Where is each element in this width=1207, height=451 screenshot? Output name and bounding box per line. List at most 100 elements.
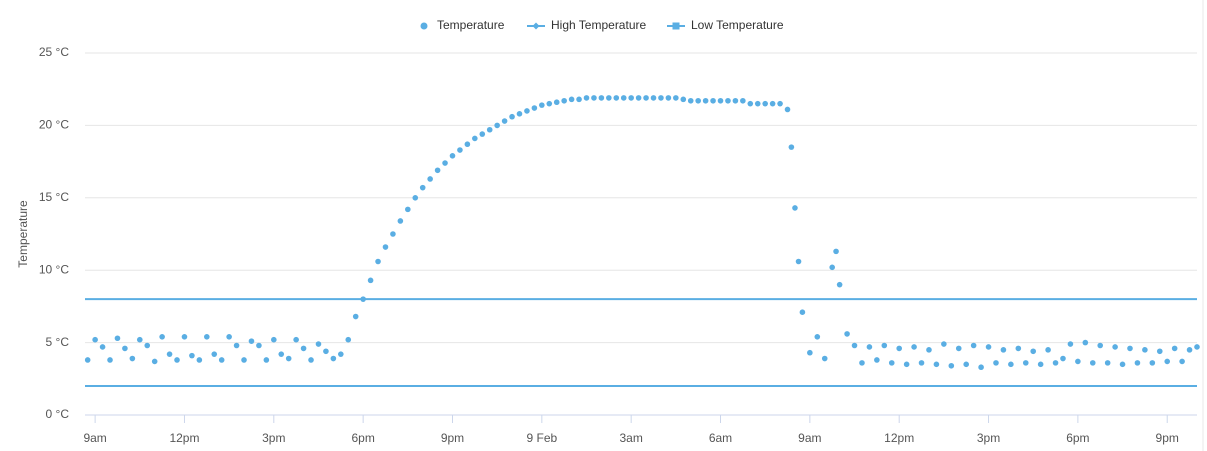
data-point (821, 355, 828, 362)
data-point (933, 361, 940, 368)
data-point (717, 97, 724, 104)
legend-label: Temperature (437, 18, 505, 32)
legend-marker (420, 22, 428, 30)
data-point (1149, 360, 1156, 366)
y-tick-label: 0 °C (46, 407, 70, 421)
data-point (204, 334, 210, 340)
data-point (442, 160, 448, 166)
data-point (166, 351, 173, 357)
data-point (993, 360, 999, 366)
data-point (941, 341, 947, 347)
data-point (1194, 344, 1200, 350)
data-point (1052, 360, 1059, 366)
data-point (643, 95, 649, 101)
data-point (1015, 345, 1022, 352)
data-point (680, 96, 687, 103)
data-point (323, 348, 329, 355)
data-point (1022, 360, 1029, 366)
data-point (278, 351, 285, 357)
data-point (1045, 347, 1051, 353)
data-point (330, 355, 337, 362)
data-point (844, 331, 850, 337)
data-point (256, 342, 262, 349)
x-tick-label: 6pm (1066, 431, 1089, 445)
legend-label: Low Temperature (691, 18, 784, 32)
data-point (382, 244, 389, 250)
data-point (122, 345, 128, 352)
data-point (591, 95, 597, 101)
data-point (99, 344, 106, 350)
data-point (613, 95, 620, 101)
data-point (271, 336, 277, 343)
data-point (345, 336, 352, 343)
data-point (807, 349, 813, 356)
data-point (1127, 345, 1133, 352)
data-point (390, 231, 396, 237)
data-point (114, 335, 121, 342)
x-tick-label: 3pm (262, 431, 285, 445)
data-point (702, 97, 709, 104)
data-point (419, 184, 426, 191)
data-point (233, 342, 240, 349)
data-point (777, 100, 783, 107)
data-point (911, 344, 917, 350)
data-point (196, 357, 203, 363)
data-point (903, 361, 910, 368)
data-point (1179, 358, 1185, 365)
legend-label: High Temperature (551, 18, 646, 32)
data-point (792, 205, 798, 211)
data-point (174, 357, 180, 363)
data-point (710, 97, 716, 104)
data-point (1067, 341, 1074, 347)
y-tick-label: 15 °C (39, 190, 69, 204)
data-point (795, 258, 802, 265)
data-point (799, 309, 806, 315)
data-point (181, 334, 188, 340)
data-point (434, 167, 441, 174)
data-point (427, 176, 433, 182)
data-point (1171, 345, 1178, 352)
data-point (129, 355, 136, 362)
data-point (479, 131, 486, 137)
data-point (248, 338, 255, 344)
data-point (1037, 361, 1044, 368)
data-point (650, 95, 657, 101)
data-point (308, 357, 314, 363)
data-point (84, 357, 91, 363)
data-point (673, 95, 679, 101)
data-point (754, 100, 761, 107)
data-point (107, 357, 113, 363)
data-point (352, 313, 359, 320)
data-point (851, 342, 858, 349)
x-tick-label: 12pm (169, 431, 199, 445)
data-point (189, 352, 195, 359)
data-point (665, 95, 672, 101)
data-point (241, 357, 247, 363)
data-point (293, 336, 299, 343)
data-point (620, 95, 627, 101)
data-point (136, 336, 143, 343)
data-point (159, 334, 165, 340)
data-point (412, 195, 419, 201)
x-tick-label: 9pm (1156, 431, 1179, 445)
data-point (635, 95, 642, 101)
data-point (1119, 361, 1126, 368)
data-point (955, 345, 962, 352)
data-point (833, 248, 839, 255)
data-point (553, 99, 560, 106)
data-point (784, 106, 791, 113)
data-point (1186, 347, 1193, 353)
data-point (338, 351, 344, 357)
data-point (1156, 348, 1163, 355)
x-tick-label: 6pm (351, 431, 374, 445)
data-point (464, 141, 471, 148)
data-point (546, 100, 553, 107)
data-point (1008, 361, 1014, 368)
data-point (449, 153, 456, 159)
data-point (918, 360, 925, 366)
data-point (926, 347, 932, 353)
x-tick-label: 3am (620, 431, 643, 445)
data-point (628, 95, 634, 101)
data-point (263, 357, 270, 363)
